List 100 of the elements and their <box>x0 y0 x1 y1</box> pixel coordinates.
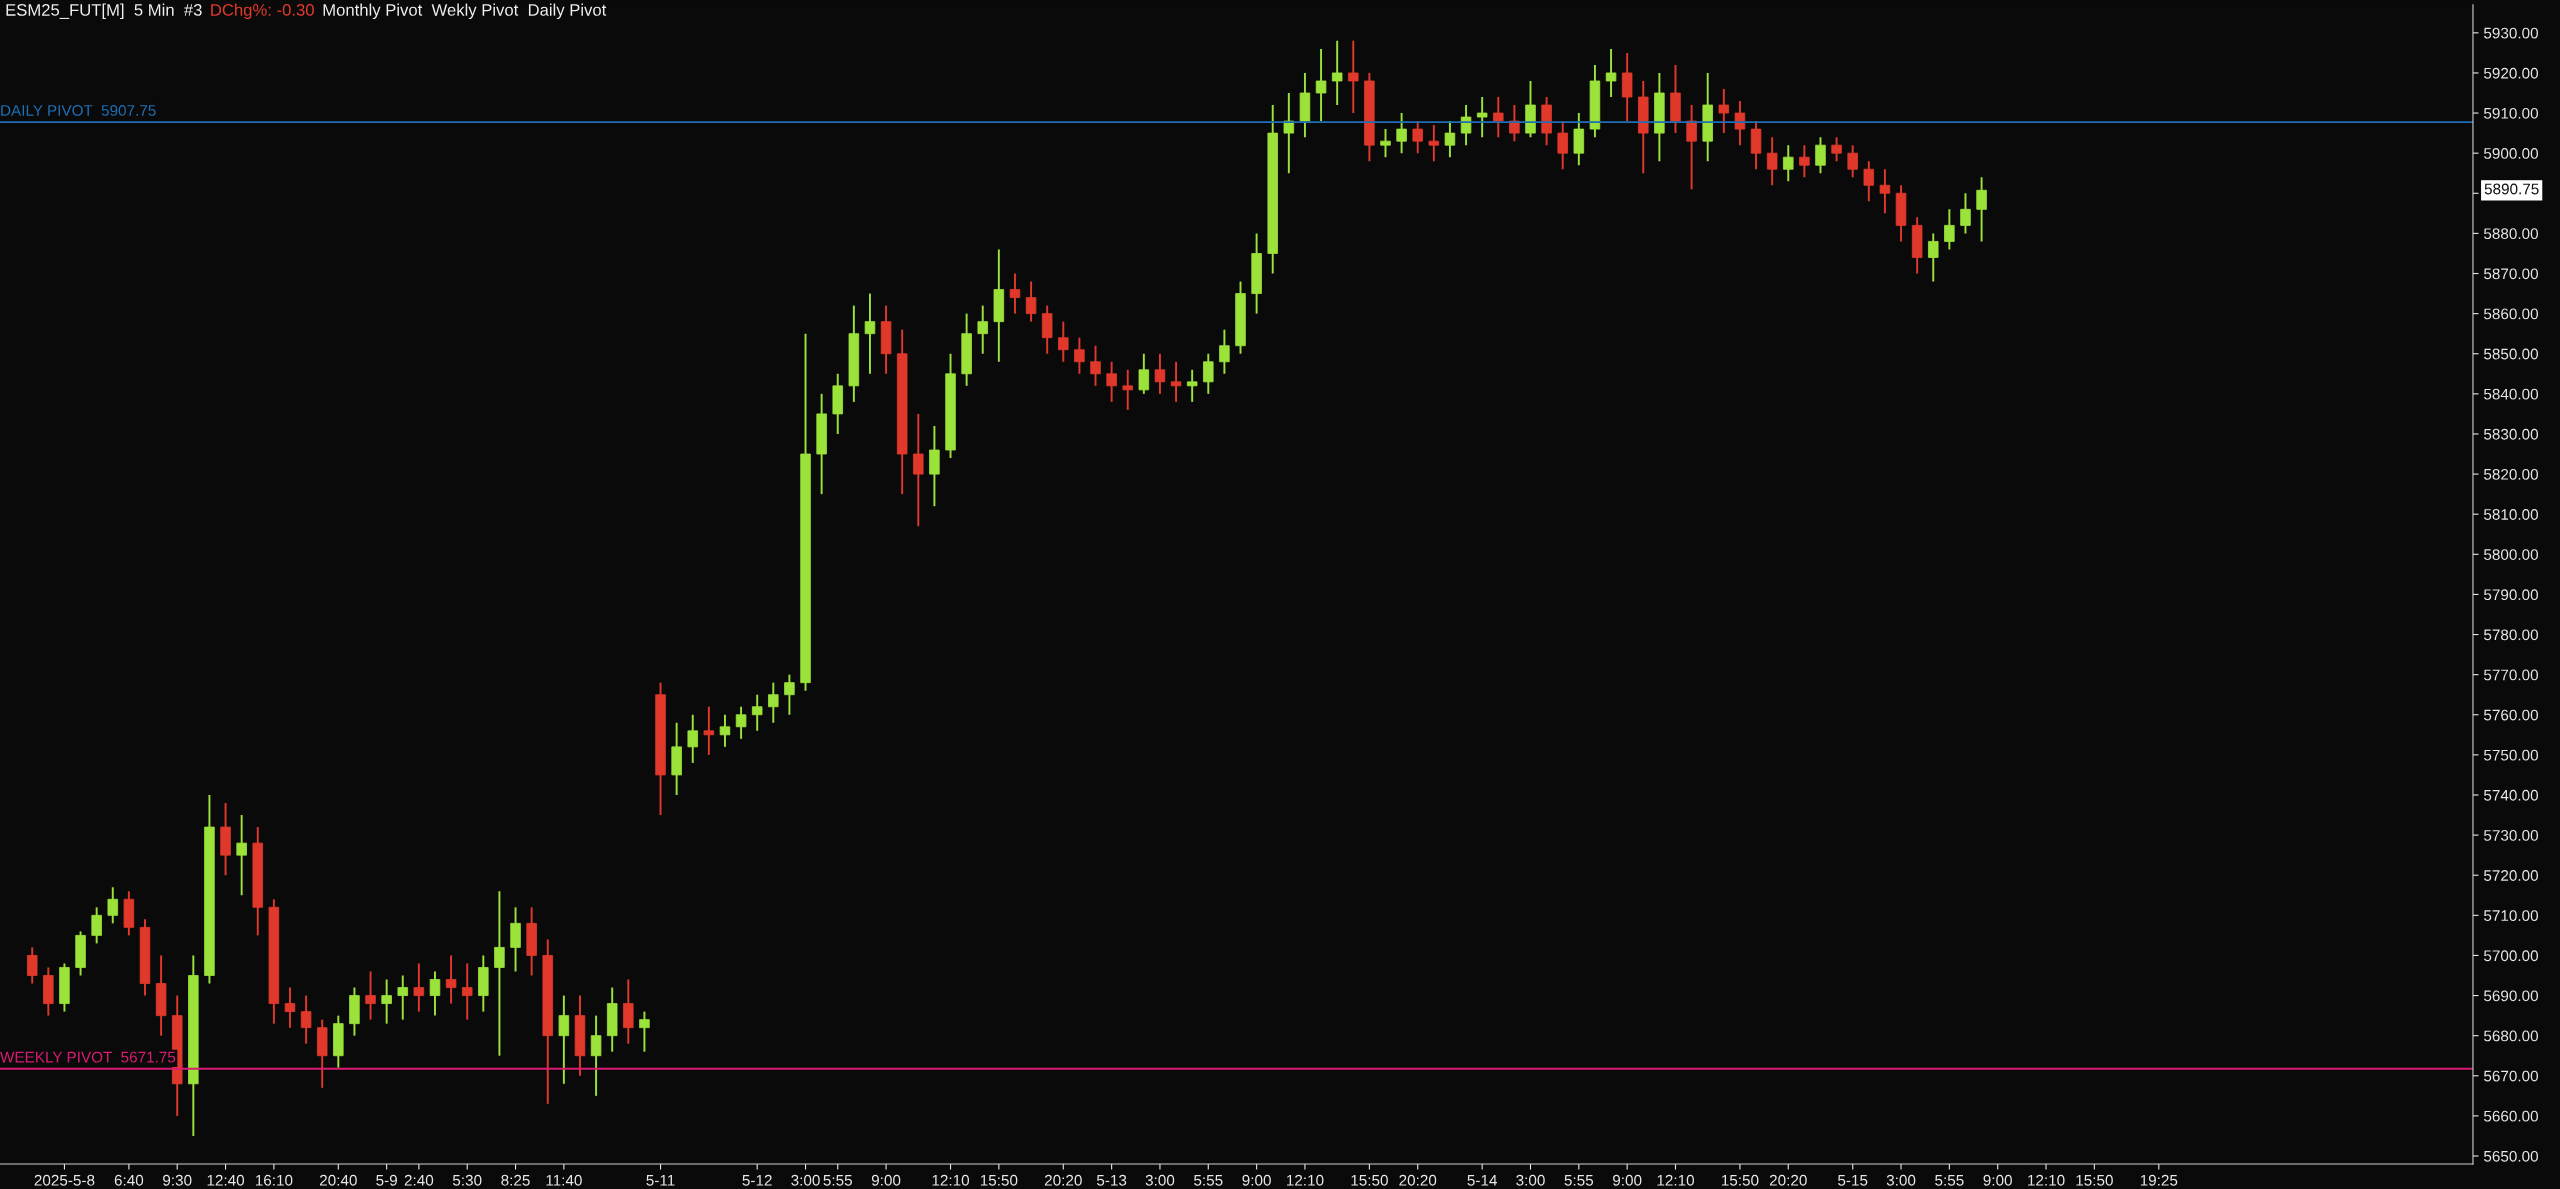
candlestick <box>1605 47 1617 98</box>
text: 5890.75 <box>2484 183 2539 195</box>
x-tick-label: 12:10 <box>1287 1174 1324 1186</box>
x-tick-label: 5:30 <box>452 1174 482 1186</box>
x-tick-label: 5-15 <box>1838 1175 1868 1186</box>
x-tick-label: 5-12 <box>742 1174 772 1186</box>
y-tick-label: 5770.00 <box>2483 669 2538 681</box>
y-tick-label: 5830.00 <box>2483 428 2538 440</box>
x-tick-label: 9:00 <box>871 1174 901 1186</box>
x-tick-label: 5:55 <box>823 1175 852 1186</box>
candlestick <box>1750 120 1762 171</box>
y-tick-label: 5810.00 <box>2483 509 2538 520</box>
y-tick-label: 5760.00 <box>2483 709 2538 721</box>
x-tick-label: 20:20 <box>1399 1174 1437 1186</box>
candlestick <box>1090 344 1101 387</box>
y-tick-label: 5740.00 <box>2483 789 2538 801</box>
y-tick-label: 5680.00 <box>2483 1030 2538 1042</box>
x-tick-label: 15:50 <box>2076 1174 2113 1186</box>
candlestick <box>945 352 956 460</box>
candlestick <box>1348 39 1359 115</box>
y-tick-label: 5710.00 <box>2483 910 2538 922</box>
candlestick <box>1186 368 1198 403</box>
y-tick-label: 5920.00 <box>2483 67 2538 79</box>
ref-line-label: DAILY PIVOT 5907.75 <box>1 105 156 116</box>
y-tick-label: 5790.00 <box>2483 589 2538 601</box>
x-tick-label: 3:00 <box>1145 1174 1175 1186</box>
y-tick-label: 5750.00 <box>2483 749 2538 761</box>
candlestick <box>800 332 811 692</box>
y-tick-label: 5880.00 <box>2483 228 2538 240</box>
candlestick <box>1122 368 1133 411</box>
x-tick-label: 9:00 <box>1242 1174 1271 1186</box>
x-tick-label: 12:40 <box>207 1174 245 1186</box>
y-tick-label: 5840.00 <box>2483 388 2538 400</box>
y-tick-label: 5930.00 <box>2483 27 2538 39</box>
candlestick <box>1315 47 1327 123</box>
y-tick-label: 5700.00 <box>2483 950 2538 962</box>
candlestick <box>913 412 924 528</box>
x-tick-label: 6:40 <box>114 1174 144 1186</box>
x-tick-label: 12:10 <box>1657 1174 1695 1186</box>
x-tick-label: 19:25 <box>2140 1174 2178 1186</box>
y-tick-label: 5900.00 <box>2483 148 2538 159</box>
x-tick-label: 3:00 <box>1516 1174 1545 1186</box>
candlestick <box>1525 80 1536 139</box>
x-tick-label: 3:00 <box>1886 1174 1916 1186</box>
y-tick-label: 5720.00 <box>2483 870 2538 881</box>
x-tick-label: 5:55 <box>1935 1175 1964 1186</box>
chart-title: ESM25_FUT[M] 5 Min #3 <box>6 3 202 20</box>
candlestick <box>1621 51 1633 123</box>
y-tick-label: 5820.00 <box>2483 468 2538 480</box>
x-tick-label: 5-11 <box>646 1175 675 1186</box>
candlestick <box>929 424 940 508</box>
y-tick-label: 5690.00 <box>2483 990 2538 1002</box>
candlestick <box>1428 124 1440 163</box>
x-tick-label: 16:10 <box>255 1174 293 1186</box>
x-tick-label: 5-13 <box>1096 1174 1127 1186</box>
candlestick <box>1815 136 1826 175</box>
y-tick-label: 5910.00 <box>2483 107 2538 119</box>
x-tick-label: 12:10 <box>2028 1174 2065 1186</box>
candlestick <box>1476 96 1488 139</box>
candlestick <box>703 705 715 756</box>
candlestick <box>1396 112 1407 155</box>
x-tick-label: 20:20 <box>1769 1174 1807 1186</box>
candlestick <box>1412 120 1423 155</box>
x-tick-label: 15:50 <box>980 1174 1018 1186</box>
ref-line-label: WEEKLY PIVOT 5671.75 <box>0 1051 176 1063</box>
x-tick-label: 5:55 <box>1194 1175 1223 1186</box>
x-tick-label: 9:30 <box>163 1174 192 1186</box>
candlestick <box>236 814 247 897</box>
x-tick-label: 15:50 <box>1721 1174 1759 1186</box>
candlestick <box>1331 39 1343 107</box>
y-tick-label: 5730.00 <box>2483 829 2538 841</box>
x-tick-label: 8:25 <box>501 1174 530 1186</box>
x-tick-label: 5-9 <box>376 1174 397 1186</box>
x-tick-label: 5-14 <box>1467 1175 1498 1186</box>
x-tick-label: 5:55 <box>1564 1175 1594 1186</box>
x-tick-label: 3:00 <box>791 1174 820 1186</box>
x-tick-label: 20:40 <box>319 1174 357 1186</box>
x-tick-label: 9:00 <box>1983 1174 2012 1186</box>
x-tick-label: 20:20 <box>1044 1174 1082 1186</box>
y-tick-label: 5660.00 <box>2483 1110 2538 1122</box>
candlestick <box>1670 63 1681 135</box>
x-tick-label: 15:50 <box>1351 1174 1388 1186</box>
candlestick <box>1235 280 1246 355</box>
x-tick-label: 2:40 <box>404 1174 434 1186</box>
candlestick <box>1557 120 1568 171</box>
candlestick <box>1444 120 1456 159</box>
y-tick-label: 5800.00 <box>2483 549 2538 560</box>
candlestick <box>1573 112 1585 167</box>
y-tick-label: 5670.00 <box>2483 1070 2538 1082</box>
y-tick-label: 5650.00 <box>2483 1150 2538 1162</box>
annotation: Monthly Pivot Wekly Pivot Daily Pivot <box>323 3 607 20</box>
y-tick-label: 5850.00 <box>2483 348 2538 360</box>
y-tick-label: 5860.00 <box>2483 308 2538 320</box>
candlestick <box>1170 360 1182 403</box>
candlestick <box>1380 128 1391 159</box>
y-tick-label: 5870.00 <box>2483 268 2538 280</box>
x-tick-label: 11:40 <box>546 1174 582 1186</box>
x-tick-label: 12:10 <box>932 1174 970 1186</box>
chart-subtitle: DChg%: -0.30 <box>211 3 314 20</box>
y-tick-label: 5780.00 <box>2483 629 2538 641</box>
